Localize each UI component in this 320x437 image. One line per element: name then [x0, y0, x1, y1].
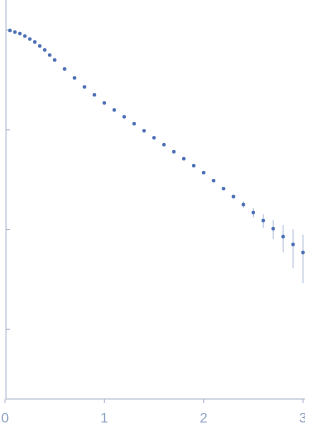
- data-point: [291, 242, 295, 247]
- data-point: [152, 135, 156, 140]
- data-point: [62, 67, 67, 71]
- data-point: [211, 178, 216, 183]
- data-point: [251, 210, 256, 215]
- data-point: [8, 28, 12, 33]
- data-point: [33, 40, 37, 44]
- data-point: [231, 194, 236, 199]
- data-point: [142, 128, 146, 133]
- x-tick-label: 2: [200, 410, 208, 426]
- x-tick-label: 1: [100, 410, 108, 426]
- data-point: [301, 250, 305, 255]
- data-point: [82, 85, 87, 89]
- data-point: [132, 121, 136, 126]
- data-point: [241, 202, 246, 207]
- data-point: [23, 34, 27, 38]
- x-tick-label: 3: [299, 410, 305, 426]
- data-point: [92, 93, 97, 97]
- x-tick-label: 0: [1, 410, 9, 426]
- data-point: [52, 58, 57, 62]
- chart: 0 1 2 3: [1, 0, 305, 426]
- data-point: [37, 44, 42, 48]
- data-point: [261, 218, 266, 223]
- data-point: [112, 108, 117, 112]
- data-point: [172, 149, 176, 154]
- data-point: [162, 142, 166, 147]
- data-point: [191, 163, 196, 168]
- data-point: [72, 76, 77, 80]
- data-point: [18, 31, 22, 36]
- data-point: [221, 186, 226, 191]
- data-point: [13, 30, 17, 34]
- data-point: [42, 48, 47, 52]
- data-point: [47, 53, 52, 57]
- data-point: [102, 101, 107, 105]
- data-point: [122, 114, 126, 119]
- data-point: [281, 234, 285, 239]
- data-point: [271, 226, 276, 231]
- data-point: [28, 37, 32, 41]
- data-point: [201, 170, 206, 175]
- data-point: [182, 156, 186, 161]
